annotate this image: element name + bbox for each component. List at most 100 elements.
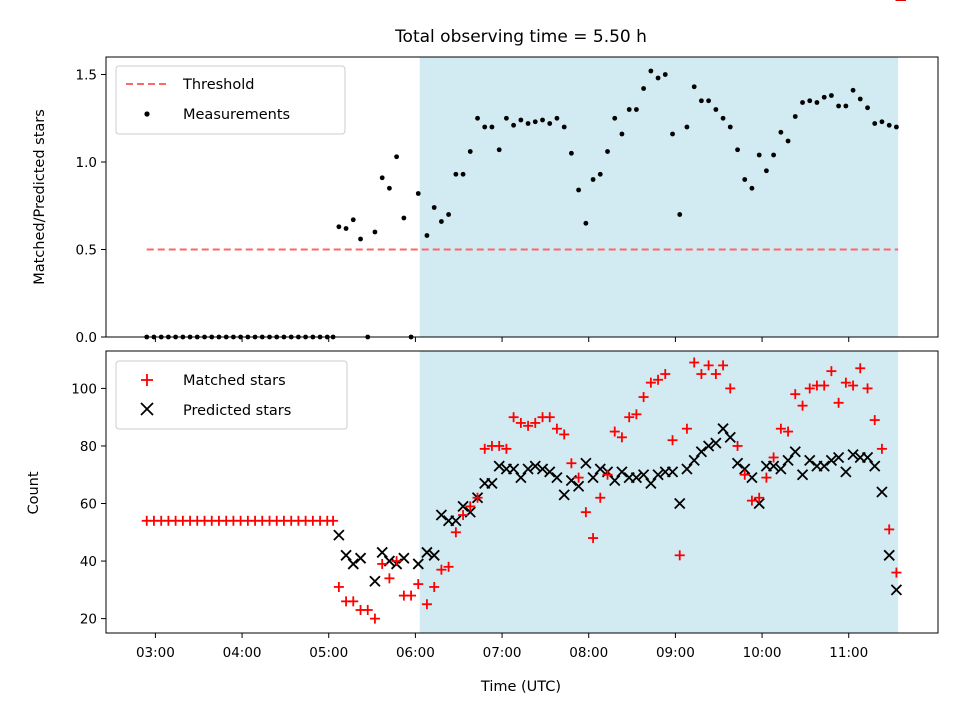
- bottom-x-ticks: 03:00 04:00 05:00 06:00 07:00 08:00 09:00 10:00…: [136, 633, 868, 661]
- measurement-point: [814, 100, 820, 105]
- measurement-point: [829, 93, 834, 98]
- predicted-star-point: [529, 460, 541, 472]
- top-x-ticks: [154, 337, 850, 342]
- predicted-star-point: [724, 431, 736, 443]
- predicted-star-point: [493, 460, 505, 472]
- matched-star-point: [819, 380, 830, 391]
- measurement-point: [626, 107, 632, 112]
- measurement-point: [713, 107, 719, 112]
- predicted-star-point: [536, 463, 549, 475]
- measurement-point: [735, 147, 740, 153]
- matched-star-point: [848, 380, 859, 391]
- matched-star-point: [421, 599, 432, 610]
- matched-star-points: [141, 0, 906, 624]
- predicted-star-point: [731, 457, 744, 469]
- predicted-star-point: [450, 515, 462, 527]
- bottom-plot-frame: [105, 350, 939, 634]
- x-tick-label: 05:00: [309, 645, 348, 661]
- measurement-point: [641, 86, 646, 91]
- measurement-point: [670, 131, 675, 137]
- x-tick-label: 06:00: [396, 645, 435, 661]
- x-tick-label: 08:00: [569, 645, 608, 661]
- predicted-star-point: [354, 552, 367, 564]
- measurement-point: [387, 185, 392, 191]
- matched-star-point: [710, 369, 721, 380]
- matched-star-point: [429, 581, 440, 592]
- bottom-y-tick-label: 20: [80, 612, 97, 628]
- matched-star-point: [551, 423, 562, 434]
- matched-star-point: [559, 429, 570, 440]
- predicted-star-point: [652, 469, 664, 481]
- legend-predicted-label: Predicted stars: [183, 403, 291, 419]
- measurement-point: [446, 212, 451, 217]
- measurement-point: [706, 98, 711, 104]
- matched-star-point: [653, 374, 664, 385]
- matched-star-point: [624, 412, 635, 423]
- bottom-legend: Matched stars Predicted stars: [115, 360, 348, 430]
- predicted-star-point: [847, 448, 859, 461]
- matched-star-point: [465, 501, 476, 512]
- matched-star-point: [703, 360, 714, 371]
- top-y-tick-label: 1.0: [76, 155, 97, 171]
- x-tick-label: 11:00: [829, 645, 868, 661]
- matched-star-point: [840, 377, 851, 388]
- bottom-y-tick-label: 100: [71, 381, 97, 397]
- predicted-star-point: [767, 460, 780, 472]
- legend-threshold-label: Threshold: [182, 77, 254, 93]
- matched-star-point: [754, 492, 765, 503]
- measurement-point: [504, 115, 509, 121]
- matched-star-point: [479, 443, 490, 454]
- top-y-ticks: 0.0 0.5 1.0 1.5: [76, 68, 106, 346]
- legend-matched-swatch: [141, 374, 153, 386]
- measurement-point: [394, 154, 399, 160]
- matched-star-point: [515, 417, 526, 428]
- measurement-point: [554, 115, 560, 121]
- predicted-star-point: [580, 457, 592, 469]
- predicted-star-point: [630, 471, 643, 484]
- measurement-point: [821, 94, 827, 100]
- measurement-point: [372, 229, 378, 235]
- predicted-star-point: [428, 549, 440, 561]
- x-tick-label: 04:00: [223, 645, 262, 661]
- x-tick-label: 03:00: [136, 645, 175, 661]
- measurement-point: [590, 177, 596, 182]
- legend-measurements-label: Measurements: [183, 107, 290, 123]
- matched-star-point: [746, 495, 757, 506]
- measurement-point: [424, 233, 430, 238]
- matched-star-point: [667, 435, 678, 446]
- measurement-point: [439, 219, 444, 224]
- observing-band-top: [419, 57, 899, 337]
- measurement-point: [879, 119, 885, 125]
- matched-star-point: [869, 415, 880, 426]
- matched-star-point: [348, 596, 359, 607]
- top-legend: Threshold Measurements: [115, 65, 346, 135]
- predicted-star-point: [340, 549, 352, 561]
- matched-star-point: [826, 366, 837, 377]
- predicted-star-point: [681, 463, 693, 475]
- matched-star-point: [406, 590, 417, 601]
- top-panel: 0.0 0.5 1.0 1.5 Matched/Predicted stars Thr…: [32, 56, 939, 346]
- measurement-point: [634, 107, 639, 112]
- bottom-y-tick-label: 60: [80, 497, 97, 513]
- matched-star-point: [855, 363, 866, 374]
- predicted-star-point: [609, 474, 621, 487]
- measurement-point: [431, 205, 437, 210]
- measurement-point: [807, 98, 813, 104]
- matched-star-point: [631, 409, 642, 420]
- x-axis-label: Time (UTC): [480, 679, 561, 695]
- measurement-point: [401, 215, 407, 221]
- x-tick-label: 07:00: [483, 645, 522, 661]
- bottom-y-axis-label: Count: [26, 471, 42, 514]
- measurement-point: [561, 124, 567, 130]
- measurement-point: [677, 212, 683, 217]
- predicted-star-point: [369, 575, 381, 587]
- measurement-point: [699, 98, 704, 104]
- measurement-point: [518, 117, 524, 123]
- measurement-point: [467, 149, 473, 154]
- matched-star-point: [544, 412, 555, 423]
- measurement-point: [532, 119, 538, 125]
- measurement-point: [460, 171, 466, 177]
- matched-star-point: [674, 550, 685, 561]
- predicted-star-point: [522, 463, 534, 475]
- predicted-star-point: [572, 480, 585, 492]
